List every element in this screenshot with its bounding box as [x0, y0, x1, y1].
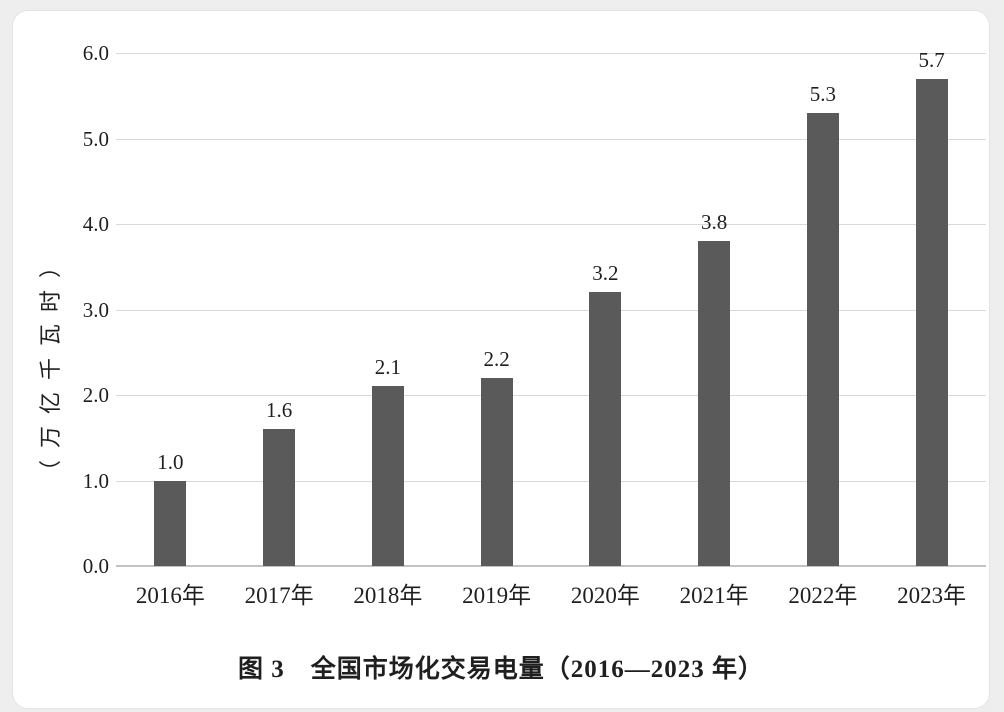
gridline	[116, 53, 986, 54]
y-tick-label: 6.0	[82, 41, 109, 65]
y-tick-label: 1.0	[82, 468, 109, 493]
x-tick-label: 2023年	[897, 583, 967, 608]
bar	[371, 386, 404, 566]
bar-value-label: 5.3	[809, 81, 836, 106]
bar-value-label: 3.2	[592, 261, 619, 286]
bar	[698, 241, 731, 566]
bar	[589, 292, 622, 566]
gridline	[116, 138, 986, 140]
bar	[263, 429, 296, 566]
gridline	[116, 480, 986, 482]
x-tick-label: 2016年	[135, 583, 205, 608]
y-tick-label: 4.0	[82, 212, 109, 236]
bar-value-label: 1.6	[266, 398, 293, 423]
bar-value-label: 2.2	[483, 346, 510, 371]
chart-card: （万亿千瓦时） 0.0 1.0 2.0 3.0 4.0 5.0 6.0 1.0 1.6 2.1 2…	[12, 10, 990, 709]
x-tick-label: 2017年	[244, 583, 314, 608]
gridline	[116, 224, 986, 225]
bar	[154, 480, 187, 566]
figure-caption: 图 3 全国市场化交易电量（2016—2023 年）	[237, 656, 764, 683]
x-tick-label: 2022年	[788, 583, 858, 608]
x-axis-line	[116, 565, 986, 567]
x-tick-label: 2020年	[570, 583, 640, 608]
x-tick-label: 2018年	[353, 583, 423, 608]
x-tick-label: 2021年	[679, 583, 749, 608]
gridline	[116, 395, 986, 396]
bar	[480, 377, 513, 566]
plot-area: 1.0 1.6 2.1 2.2 3.2 3.8 5.3 5.7	[116, 48, 986, 567]
y-tick-label: 3.0	[82, 297, 109, 322]
y-tick-label: 0.0	[82, 554, 109, 578]
y-tick-label: 2.0	[82, 383, 109, 407]
bar-value-label: 2.1	[374, 355, 401, 380]
y-tick-label: 5.0	[82, 126, 109, 151]
bar-value-label: 3.8	[701, 210, 728, 235]
bar-value-label: 5.7	[918, 47, 945, 72]
x-tick-label: 2019年	[462, 583, 532, 608]
bar-value-label: 1.0	[157, 449, 184, 474]
y-axis-title: （万亿千瓦时）	[38, 243, 63, 483]
bar	[915, 78, 948, 566]
bar	[806, 112, 839, 566]
gridline	[116, 309, 986, 311]
